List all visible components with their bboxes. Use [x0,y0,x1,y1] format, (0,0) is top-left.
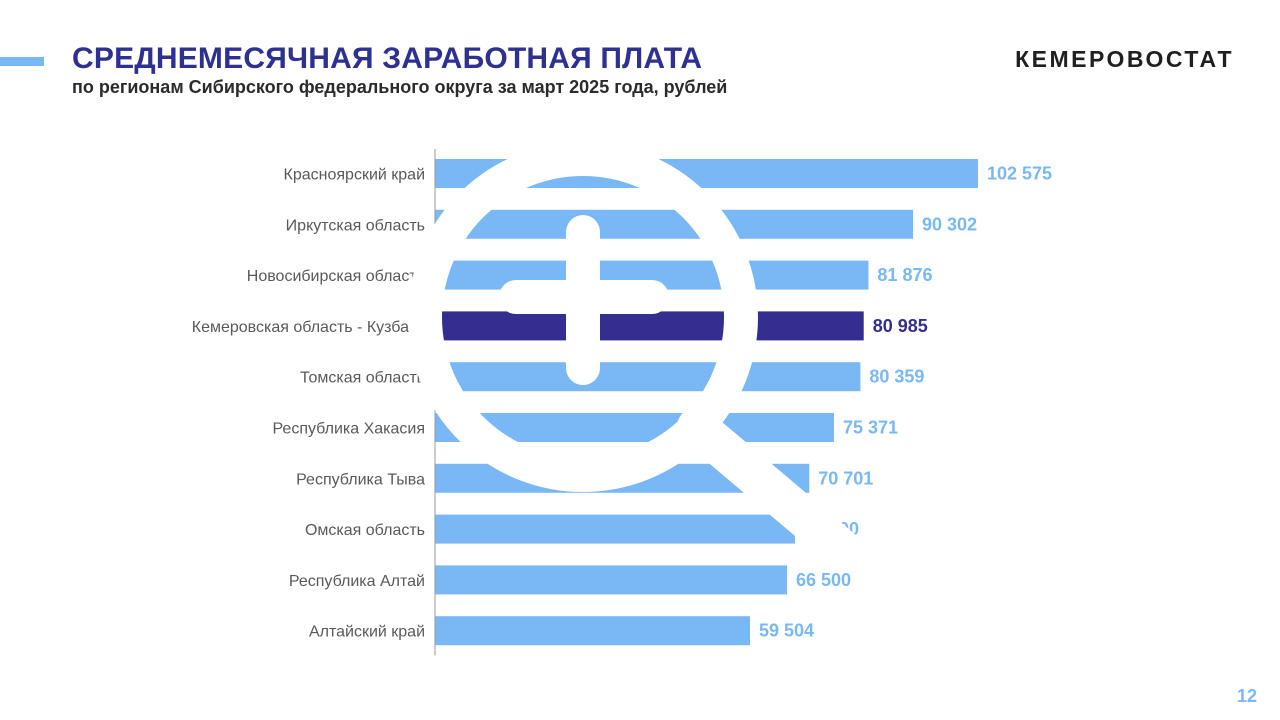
page-title: СРЕДНЕМЕСЯЧНАЯ ЗАРАБОТНАЯ ПЛАТА [72,42,703,75]
category-label: Иркутская область [286,217,425,234]
accent-line [0,57,44,66]
category-label: Омская область [305,522,425,539]
value-label: 75 371 [843,418,898,438]
bars-group [435,159,978,646]
brand-logo-text: КЕМЕРОВОСТАТ [1015,46,1234,72]
bar [435,565,788,595]
category-label: Алтайский край [309,624,425,641]
value-label: 90 302 [922,214,977,234]
bar [435,209,914,239]
category-label: Томская область [300,370,425,387]
value-label: 66 500 [796,570,851,590]
category-label: Республика Тыва [296,471,425,488]
page-subtitle: по регионам Сибирского федерального окру… [72,77,728,97]
value-label: 70 701 [818,468,873,488]
value-label: 102 575 [987,164,1052,184]
category-label: Республика Алтай [289,573,425,590]
value-labels-group: 102 575 90 302 81 876 80 985 80 359 75 371 70 … [759,164,1052,641]
category-label: Республика Хакасия [272,421,425,438]
bar [435,311,864,341]
bar [435,362,861,392]
category-label: Кемеровская область - Кузбасс [192,319,425,336]
value-label: 80 359 [869,367,924,387]
value-label: 81 876 [877,265,932,285]
value-label: 80 985 [873,316,928,336]
bar [435,616,750,646]
category-label: Новосибирская область [247,268,425,285]
category-label: Красноярский край [284,167,425,184]
value-label: 59 504 [759,621,814,641]
page-number: 12 [1236,686,1257,706]
bar [435,514,795,544]
category-labels-group: Красноярский край Иркутская область Новоси… [192,167,425,641]
search-magnifier-icon [408,142,865,572]
